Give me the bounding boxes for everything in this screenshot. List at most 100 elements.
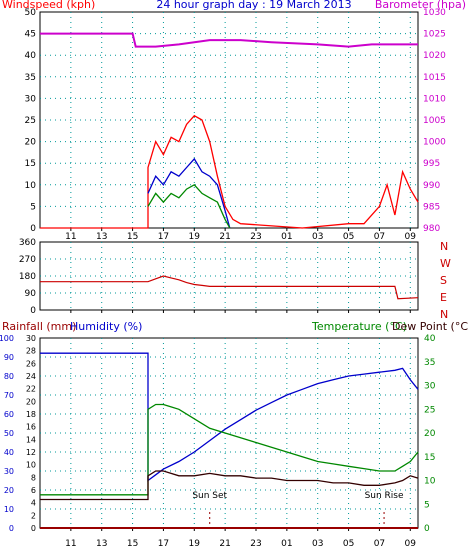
humidity-axis-label: Humidity (%) bbox=[70, 320, 142, 333]
x-tick-label: 13 bbox=[96, 232, 107, 242]
rainfall-tick-label: 20 bbox=[26, 397, 36, 406]
temperature-tick-label: 35 bbox=[424, 358, 435, 368]
windspeed-tick-label: 5 bbox=[30, 202, 36, 212]
humidity-tick-label: 30 bbox=[4, 467, 14, 476]
x-tick-label: 03 bbox=[312, 539, 323, 549]
barometer-tick-label: 1030 bbox=[423, 8, 446, 18]
windspeed-tick-label: 15 bbox=[25, 159, 36, 169]
direction-series bbox=[40, 275, 419, 300]
climate-grid bbox=[40, 338, 418, 528]
compass-label: N bbox=[440, 308, 448, 321]
rainfall-tick-label: 10 bbox=[26, 461, 36, 470]
x-tick-label: 13 bbox=[96, 539, 107, 549]
barometer-tick-label: 1010 bbox=[423, 94, 446, 104]
humidity-tick-label: 100 bbox=[0, 334, 14, 343]
windspeed-tick-label: 40 bbox=[25, 51, 37, 61]
chart-title: 24 hour graph day : 19 March 2013 bbox=[156, 0, 351, 11]
temperature-tick-label: 40 bbox=[424, 334, 436, 344]
windspeed-tick-label: 30 bbox=[25, 94, 37, 104]
x-tick-label: 09 bbox=[405, 539, 417, 549]
rainfall-tick-label: 14 bbox=[26, 435, 36, 444]
rainfall-tick-label: 0 bbox=[31, 524, 36, 533]
x-tick-label: 23 bbox=[250, 539, 261, 549]
compass-label: N bbox=[440, 240, 448, 253]
rainfall-tick-label: 8 bbox=[31, 473, 36, 482]
series-line bbox=[147, 157, 231, 229]
rainfall-tick-label: 18 bbox=[26, 410, 36, 419]
humidity-tick-label: 70 bbox=[4, 391, 14, 400]
barometer-tick-label: 1005 bbox=[423, 116, 446, 126]
rainfall-tick-label: 12 bbox=[26, 448, 36, 457]
sun-annotation-label: Sun Set bbox=[192, 491, 227, 501]
barometer-tick-label: 1015 bbox=[423, 73, 446, 83]
x-tick-label: 09 bbox=[405, 232, 417, 242]
rainfall-tick-label: 4 bbox=[31, 499, 36, 508]
rainfall-tick-label: 28 bbox=[26, 347, 36, 356]
temperature-tick-label: 25 bbox=[424, 405, 435, 415]
x-tick-label: 05 bbox=[343, 539, 354, 549]
series-line bbox=[40, 114, 419, 229]
rainfall-tick-label: 22 bbox=[26, 385, 36, 394]
humidity-tick-label: 10 bbox=[4, 505, 14, 514]
humidity-tick-label: 90 bbox=[4, 353, 14, 362]
windspeed-tick-label: 35 bbox=[25, 73, 36, 83]
windspeed-tick-label: 45 bbox=[25, 30, 36, 40]
climate-series bbox=[40, 352, 419, 529]
x-tick-label: 11 bbox=[65, 539, 76, 549]
barometer-tick-label: 1000 bbox=[423, 138, 446, 148]
series-line bbox=[147, 183, 231, 229]
series-line bbox=[40, 403, 419, 496]
x-tick-label: 17 bbox=[158, 539, 169, 549]
x-tick-label: 15 bbox=[127, 232, 138, 242]
direction-grid bbox=[40, 242, 418, 310]
rainfall-axis-label: Rainfall (mm) bbox=[2, 320, 76, 333]
x-tick-label: 21 bbox=[219, 539, 230, 549]
windspeed-axis-label: Windspeed (kph) bbox=[2, 0, 95, 11]
humidity-tick-label: 50 bbox=[4, 429, 14, 438]
humidity-tick-label: 20 bbox=[4, 486, 14, 495]
x-tick-label: 05 bbox=[343, 232, 354, 242]
climate-tick-labels: 11 13 15 17 19 21 23 01 03 05 07 090102030405060708… bbox=[0, 334, 436, 549]
sun-annotation-label: Sun Rise bbox=[365, 491, 404, 501]
direction-tick-label: 180 bbox=[19, 272, 36, 282]
windspeed-tick-label: 0 bbox=[30, 224, 36, 234]
direction-tick-label: 270 bbox=[19, 255, 36, 265]
dewpoint-axis-label: Dew Point (°C) bbox=[392, 320, 468, 333]
x-tick-label: 17 bbox=[158, 232, 169, 242]
x-tick-label: 01 bbox=[281, 539, 292, 549]
direction-tick-label: 360 bbox=[19, 238, 36, 248]
rainfall-tick-label: 16 bbox=[26, 423, 36, 432]
barometer-tick-label: 1025 bbox=[423, 30, 446, 40]
wind-series bbox=[40, 32, 419, 229]
x-tick-label: 11 bbox=[65, 232, 76, 242]
compass-label: E bbox=[440, 291, 447, 304]
x-tick-label: 15 bbox=[127, 539, 138, 549]
humidity-tick-label: 80 bbox=[4, 372, 14, 381]
rainfall-tick-label: 6 bbox=[31, 486, 36, 495]
windspeed-tick-label: 25 bbox=[25, 116, 36, 126]
barometer-tick-label: 990 bbox=[423, 181, 440, 191]
compass-label: W bbox=[440, 257, 451, 270]
windspeed-tick-label: 10 bbox=[25, 181, 37, 191]
rainfall-tick-label: 26 bbox=[26, 359, 36, 368]
barometer-tick-label: 980 bbox=[423, 224, 440, 234]
wind-direction-panel bbox=[39, 241, 419, 311]
temperature-tick-label: 20 bbox=[424, 429, 436, 439]
x-tick-label: 07 bbox=[374, 539, 385, 549]
humidity-tick-label: 60 bbox=[4, 410, 14, 419]
x-tick-label: 19 bbox=[189, 232, 201, 242]
series-line bbox=[40, 32, 418, 48]
x-tick-label: 21 bbox=[219, 232, 230, 242]
sun-annotations: Sun Set Sun Rise bbox=[192, 491, 404, 528]
rainfall-tick-label: 24 bbox=[26, 372, 36, 381]
temperature-tick-label: 10 bbox=[424, 477, 436, 487]
compass-label: S bbox=[440, 274, 447, 287]
wind-grid bbox=[40, 12, 418, 228]
barometer-tick-label: 985 bbox=[423, 202, 440, 212]
x-tick-label: 03 bbox=[312, 232, 323, 242]
temperature-tick-label: 5 bbox=[424, 500, 430, 510]
temperature-tick-label: 15 bbox=[424, 453, 435, 463]
